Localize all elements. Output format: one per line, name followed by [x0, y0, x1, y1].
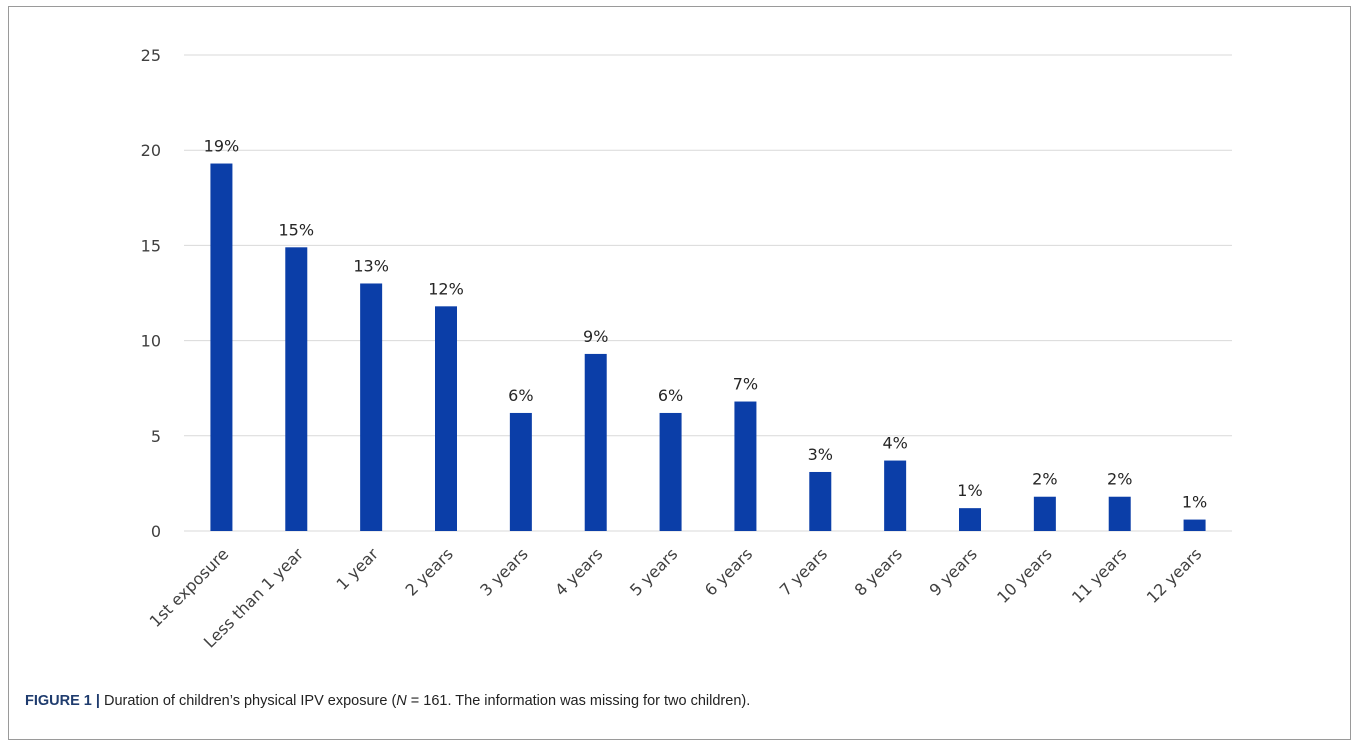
x-tick-label: 7 years: [776, 544, 831, 599]
x-tick-label: 8 years: [851, 544, 906, 599]
data-label: 12%: [428, 279, 464, 298]
bar: [360, 283, 383, 531]
data-label: 6%: [508, 386, 533, 405]
y-axis-ticks: 0 5 10 15 20 25: [141, 46, 161, 541]
data-label: 6%: [658, 386, 683, 405]
y-tick-label: 20: [141, 141, 161, 160]
gridlines: [184, 54, 1232, 532]
bar: [584, 353, 607, 531]
bar-chart: 0 5 10 15 20 25 19% 15% 13% 12% 6% 9% 6% 7% 3% 4% 1% 2% 2…: [141, 46, 1232, 652]
data-label: 15%: [279, 220, 315, 239]
x-tick-label: 6 years: [701, 544, 756, 599]
bar: [809, 471, 832, 531]
y-tick-label: 25: [141, 46, 161, 65]
x-tick-label: 10 years: [993, 544, 1056, 607]
bar: [659, 412, 682, 531]
data-label: 2%: [1107, 470, 1132, 489]
x-tick-label: 4 years: [551, 544, 606, 599]
caption-text-2: = 161. The information was missing for t…: [406, 693, 751, 709]
x-tick-label: 2 years: [401, 544, 456, 599]
x-tick-label: 1 year: [332, 544, 382, 594]
bar: [884, 460, 907, 531]
y-tick-label: 10: [141, 332, 161, 351]
data-label: 19%: [204, 137, 240, 156]
x-tick-label: 3 years: [476, 544, 531, 599]
bar: [285, 247, 308, 531]
x-tick-label: 11 years: [1068, 544, 1131, 607]
figure-number: FIGURE 1 |: [25, 693, 100, 709]
bar: [1183, 519, 1206, 531]
data-label: 1%: [1182, 493, 1207, 512]
data-labels: 19% 15% 13% 12% 6% 9% 6% 7% 3% 4% 1% 2% 2% 1%: [204, 137, 1208, 512]
bar: [959, 508, 981, 531]
data-label: 2%: [1032, 470, 1057, 489]
data-label: 9%: [583, 327, 608, 346]
data-label: 13%: [353, 256, 389, 275]
caption-text-1: Duration of children’s physical IPV expo…: [99, 693, 397, 709]
data-label: 7%: [733, 375, 758, 394]
bar: [734, 401, 757, 531]
figure-frame: 0 5 10 15 20 25 19% 15% 13% 12% 6% 9% 6% 7% 3% 4% 1% 2% 2…: [8, 6, 1351, 740]
x-tick-label: 9 years: [925, 544, 980, 599]
bar: [1108, 496, 1131, 531]
y-tick-label: 15: [141, 236, 161, 255]
y-tick-label: 0: [151, 522, 161, 541]
x-tick-label: 12 years: [1143, 544, 1206, 607]
data-label: 1%: [957, 481, 982, 500]
bar: [509, 412, 532, 531]
data-label: 4%: [882, 434, 907, 453]
y-tick-label: 5: [151, 427, 161, 446]
bar: [1033, 496, 1056, 531]
x-tick-label: 5 years: [626, 544, 681, 599]
caption-n-symbol: N: [396, 693, 407, 709]
data-label: 3%: [808, 445, 833, 464]
bar: [210, 163, 233, 531]
figure-caption: FIGURE 1 | Duration of children’s physic…: [25, 693, 750, 709]
bars: [210, 163, 1206, 531]
bar: [435, 306, 457, 531]
